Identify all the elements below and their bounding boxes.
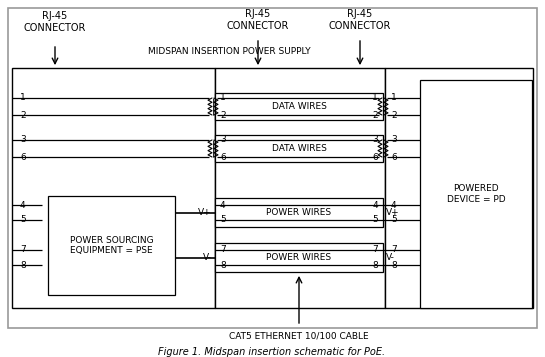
Text: RJ-45
CONNECTOR: RJ-45 CONNECTOR — [24, 11, 86, 33]
Text: 2: 2 — [20, 111, 26, 120]
Text: 2: 2 — [372, 111, 378, 120]
Bar — [215, 93, 383, 120]
Text: DATA WIRES: DATA WIRES — [271, 102, 326, 111]
Bar — [12, 68, 215, 308]
Text: 3: 3 — [391, 136, 397, 145]
Text: 7: 7 — [220, 246, 226, 255]
Text: 5: 5 — [372, 216, 378, 225]
Text: 3: 3 — [372, 136, 378, 145]
Text: 7: 7 — [391, 246, 397, 255]
Text: RJ-45
CONNECTOR: RJ-45 CONNECTOR — [227, 9, 289, 31]
Text: 5: 5 — [391, 216, 397, 225]
Text: V-: V- — [203, 253, 212, 262]
Text: 7: 7 — [20, 246, 26, 255]
Text: 8: 8 — [391, 261, 397, 270]
Text: V+: V+ — [198, 208, 212, 217]
Text: 3: 3 — [220, 136, 226, 145]
Text: 4: 4 — [20, 201, 26, 210]
Text: Figure 1. Midspan insertion schematic for PoE.: Figure 1. Midspan insertion schematic fo… — [159, 347, 385, 357]
Text: V+: V+ — [386, 208, 399, 217]
Bar — [48, 196, 175, 295]
Bar — [8, 8, 537, 328]
Text: 6: 6 — [391, 152, 397, 161]
Text: POWER SOURCING
EQUIPMENT = PSE: POWER SOURCING EQUIPMENT = PSE — [70, 236, 153, 255]
Text: DATA WIRES: DATA WIRES — [271, 144, 326, 153]
Text: 8: 8 — [20, 261, 26, 270]
Text: 2: 2 — [220, 111, 226, 120]
Text: CAT5 ETHERNET 10/100 CABLE: CAT5 ETHERNET 10/100 CABLE — [229, 332, 369, 341]
Text: 7: 7 — [372, 246, 378, 255]
Text: POWER WIRES: POWER WIRES — [267, 208, 331, 217]
Bar — [215, 68, 385, 308]
Bar — [215, 198, 383, 227]
Text: 4: 4 — [220, 201, 226, 210]
Text: POWER WIRES: POWER WIRES — [267, 253, 331, 262]
Bar — [215, 135, 383, 162]
Text: 6: 6 — [220, 152, 226, 161]
Text: 4: 4 — [372, 201, 378, 210]
Text: 8: 8 — [372, 261, 378, 270]
Text: RJ-45
CONNECTOR: RJ-45 CONNECTOR — [329, 9, 391, 31]
Text: 5: 5 — [220, 216, 226, 225]
Text: 6: 6 — [20, 152, 26, 161]
Bar — [215, 243, 383, 272]
Text: 2: 2 — [391, 111, 397, 120]
Text: MIDSPAN INSERTION POWER SUPPLY: MIDSPAN INSERTION POWER SUPPLY — [148, 47, 311, 56]
Text: POWERED
DEVICE = PD: POWERED DEVICE = PD — [447, 184, 505, 204]
Bar — [420, 80, 532, 308]
Text: 8: 8 — [220, 261, 226, 270]
Text: 1: 1 — [372, 94, 378, 102]
Bar — [385, 68, 533, 308]
Text: V-: V- — [386, 253, 395, 262]
Text: 1: 1 — [20, 94, 26, 102]
Text: 6: 6 — [372, 152, 378, 161]
Text: 1: 1 — [220, 94, 226, 102]
Text: 4: 4 — [391, 201, 397, 210]
Text: 5: 5 — [20, 216, 26, 225]
Text: 3: 3 — [20, 136, 26, 145]
Text: 1: 1 — [391, 94, 397, 102]
